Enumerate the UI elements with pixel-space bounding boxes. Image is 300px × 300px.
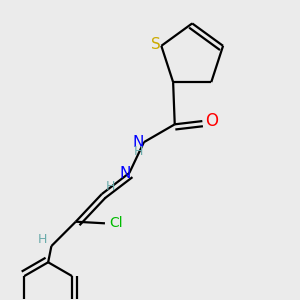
Text: N: N — [133, 135, 144, 150]
Text: H: H — [38, 233, 47, 246]
Text: N: N — [119, 166, 131, 181]
Text: H: H — [106, 181, 116, 194]
Text: H: H — [134, 145, 143, 158]
Text: O: O — [206, 112, 219, 130]
Text: Cl: Cl — [109, 216, 122, 230]
Text: S: S — [151, 37, 160, 52]
